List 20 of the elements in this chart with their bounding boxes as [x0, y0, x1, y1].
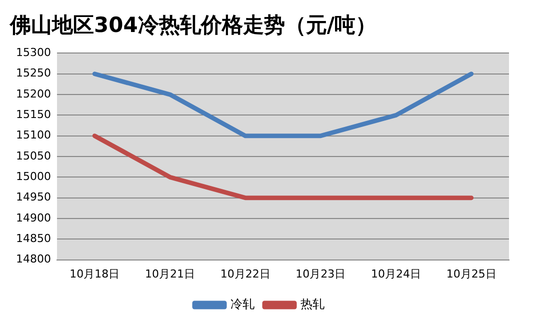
chart-title: 佛山地区304冷热轧价格走势（元/吨） [9, 13, 377, 38]
y-tick-label: 14800 [16, 252, 51, 266]
x-tick-label: 10月24日 [371, 267, 421, 280]
y-tick-label: 14950 [16, 190, 51, 204]
y-tick-label: 15150 [16, 108, 51, 122]
x-tick-label: 10月25日 [446, 267, 496, 280]
x-tick-label: 10月18日 [70, 267, 120, 280]
x-tick-label: 10月21日 [144, 267, 195, 280]
x-tick-label: 10月23日 [296, 267, 346, 280]
y-tick-label: 14900 [16, 211, 51, 224]
y-tick-label: 15200 [16, 87, 51, 100]
y-tick-label: 15300 [16, 46, 51, 60]
y-tick-label: 15250 [16, 66, 51, 80]
legend-label: 热轧 [300, 297, 324, 312]
y-tick-label: 15000 [16, 170, 51, 184]
y-tick-label: 14850 [16, 232, 51, 245]
legend-label: 冷轧 [230, 297, 254, 312]
x-tick-label: 10月22日 [220, 267, 270, 280]
y-tick-label: 15100 [16, 128, 51, 142]
y-tick-label: 15050 [16, 149, 51, 162]
